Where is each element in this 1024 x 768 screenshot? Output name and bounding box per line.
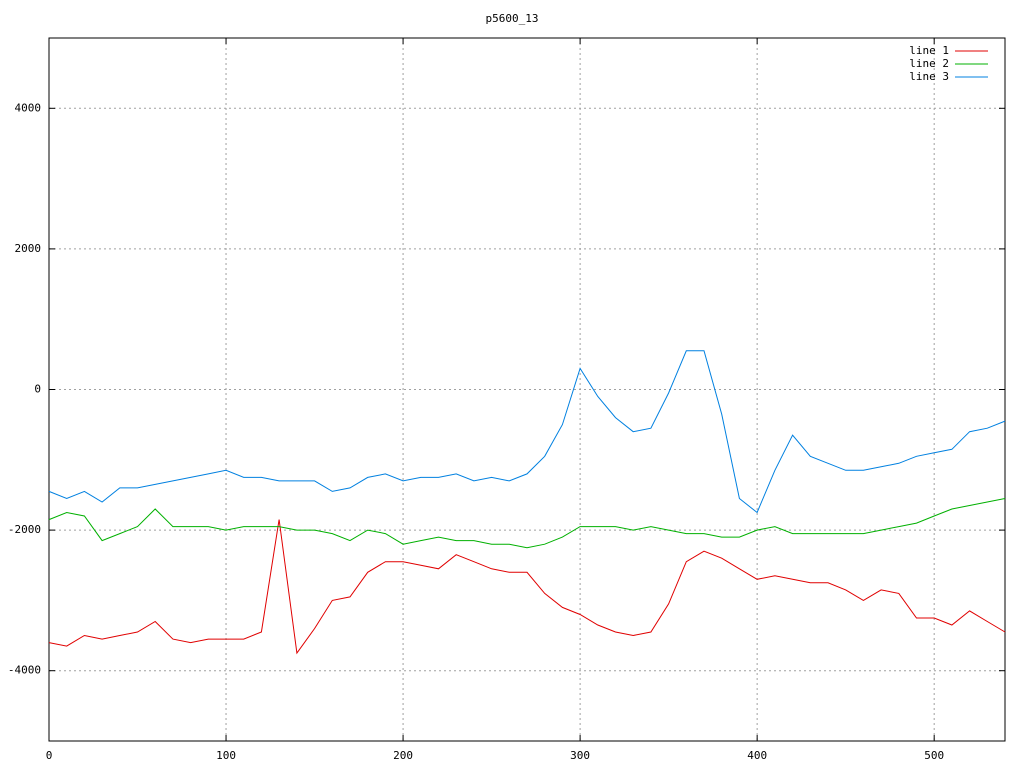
x-tick-label: 200 xyxy=(393,749,413,762)
y-tick-label: -2000 xyxy=(8,523,41,536)
y-tick-label: 4000 xyxy=(15,101,42,114)
chart-title: p5600_13 xyxy=(486,12,539,25)
x-tick-label: 400 xyxy=(747,749,767,762)
y-tick-label: 2000 xyxy=(15,242,42,255)
legend-label: line 1 xyxy=(909,44,949,57)
plot-border xyxy=(48,37,1006,742)
x-tick-label: 500 xyxy=(924,749,944,762)
y-tick-label: 0 xyxy=(34,383,41,396)
data-line xyxy=(48,498,1006,549)
data-line xyxy=(48,350,1006,514)
data-line xyxy=(48,519,1006,655)
x-tick-label: 300 xyxy=(570,749,590,762)
legend-label: line 2 xyxy=(909,57,949,70)
legend-label: line 3 xyxy=(909,70,949,83)
x-tick-label: 100 xyxy=(216,749,236,762)
y-tick-label: -4000 xyxy=(8,664,41,677)
x-tick-label: 0 xyxy=(46,749,53,762)
